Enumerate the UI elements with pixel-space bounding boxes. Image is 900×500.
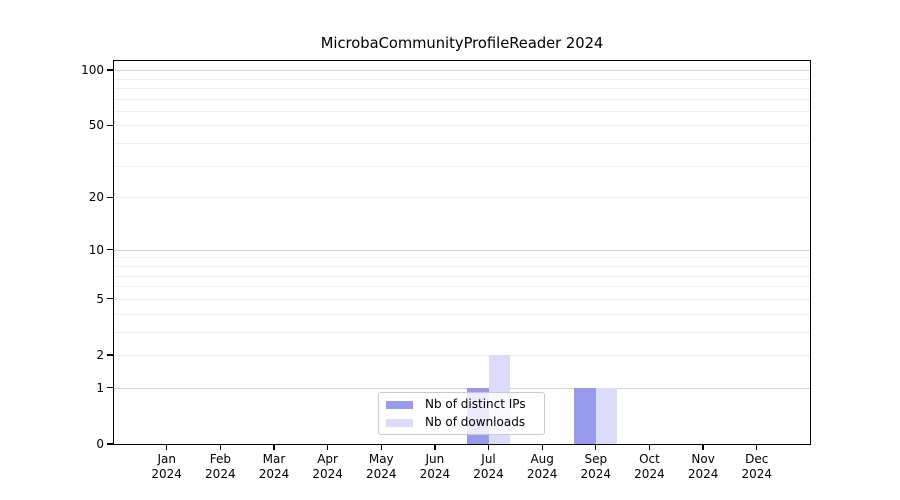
- x-tick-nov: [702, 445, 704, 450]
- x-tick-label-aug: Aug 2024: [526, 452, 558, 481]
- chart-title: MicrobaCommunityProfileReader 2024: [320, 35, 604, 52]
- x-tick-label-oct: Oct 2024: [634, 452, 665, 481]
- y-tick-2: [107, 354, 113, 356]
- gridline-major-100: [114, 70, 810, 72]
- y-tick-10: [107, 249, 113, 251]
- x-tick-apr: [326, 445, 329, 450]
- gridline-minor-60: [114, 110, 810, 112]
- gridline-minor-6: [114, 286, 810, 288]
- x-tick-oct: [648, 445, 651, 450]
- gridline-minor-90: [114, 78, 810, 80]
- x-tick-sep: [595, 445, 597, 450]
- y-tick-label-50: 50: [88, 118, 104, 133]
- y-tick-50: [107, 124, 113, 127]
- gridline-minor-70: [114, 98, 810, 100]
- gridline-minor-30: [114, 165, 810, 167]
- gridline-major-10: [114, 249, 810, 251]
- axis-spine-right: [810, 59, 812, 446]
- bar-distinct-ips-sep: [574, 387, 596, 444]
- gridline-minor-80: [114, 87, 810, 89]
- x-tick-feb: [219, 445, 221, 450]
- x-tick-label-nov: Nov 2024: [687, 452, 719, 481]
- x-tick-jun: [434, 445, 436, 450]
- legend-label-downloads: Nb of downloads: [425, 415, 526, 429]
- gridline-minor-40: [114, 143, 810, 145]
- axis-spine-left: [112, 59, 114, 446]
- y-tick-label-20: 20: [88, 190, 104, 205]
- gridline-minor-50: [114, 125, 810, 127]
- gridline-minor-2: [114, 354, 810, 356]
- legend-swatch-downloads: [386, 418, 413, 427]
- legend-swatch-distinct-ips: [386, 400, 413, 409]
- gridline-major-1: [114, 387, 810, 389]
- y-tick-5: [107, 298, 113, 300]
- y-tick-label-100: 100: [81, 63, 104, 78]
- bar-downloads-sep: [595, 387, 618, 444]
- x-tick-label-sep: Sep 2024: [580, 452, 612, 481]
- axis-spine-top: [112, 59, 812, 61]
- axis-spine-bottom: [112, 444, 812, 446]
- x-tick-label-jul: Jul 2024: [473, 452, 504, 481]
- legend-item-distinct-ips: Nb of distinct IPs: [386, 397, 544, 412]
- x-tick-jul: [487, 445, 490, 450]
- y-tick-label-0: 0: [96, 437, 104, 451]
- x-tick-label-jan: Jan 2024: [151, 452, 182, 481]
- x-tick-may: [380, 445, 382, 450]
- x-tick-label-jun: Jun 2024: [419, 452, 451, 481]
- gridline-minor-5: [114, 298, 810, 300]
- x-tick-label-feb: Feb 2024: [205, 452, 236, 481]
- x-tick-label-apr: Apr 2024: [312, 452, 343, 481]
- y-tick-0: [107, 443, 113, 445]
- plot-area: [114, 61, 810, 444]
- y-tick-label-5: 5: [96, 291, 104, 306]
- y-tick-label-1: 1: [96, 380, 104, 395]
- legend-item-downloads: Nb of downloads: [386, 415, 544, 430]
- x-tick-mar: [273, 445, 275, 450]
- gridline-minor-7: [114, 275, 810, 277]
- y-tick-label-10: 10: [88, 242, 104, 257]
- y-tick-1: [107, 387, 113, 389]
- y-tick-label-2: 2: [96, 347, 104, 362]
- gridline-minor-3: [114, 331, 810, 333]
- x-tick-dec: [756, 445, 758, 450]
- gridline-minor-20: [114, 197, 810, 199]
- gridline-minor-8: [114, 265, 810, 267]
- gridline-minor-4: [114, 313, 810, 315]
- x-tick-jan: [166, 445, 168, 450]
- x-tick-label-dec: Dec 2024: [741, 452, 772, 481]
- x-tick-label-mar: Mar 2024: [258, 452, 290, 481]
- legend: Nb of distinct IPs Nb of downloads: [378, 392, 545, 435]
- x-tick-label-may: May 2024: [365, 452, 397, 481]
- x-tick-aug: [541, 445, 543, 450]
- legend-label-distinct-ips: Nb of distinct IPs: [425, 397, 526, 411]
- y-tick-100: [107, 69, 113, 71]
- y-tick-20: [107, 196, 113, 198]
- gridline-minor-9: [114, 257, 810, 259]
